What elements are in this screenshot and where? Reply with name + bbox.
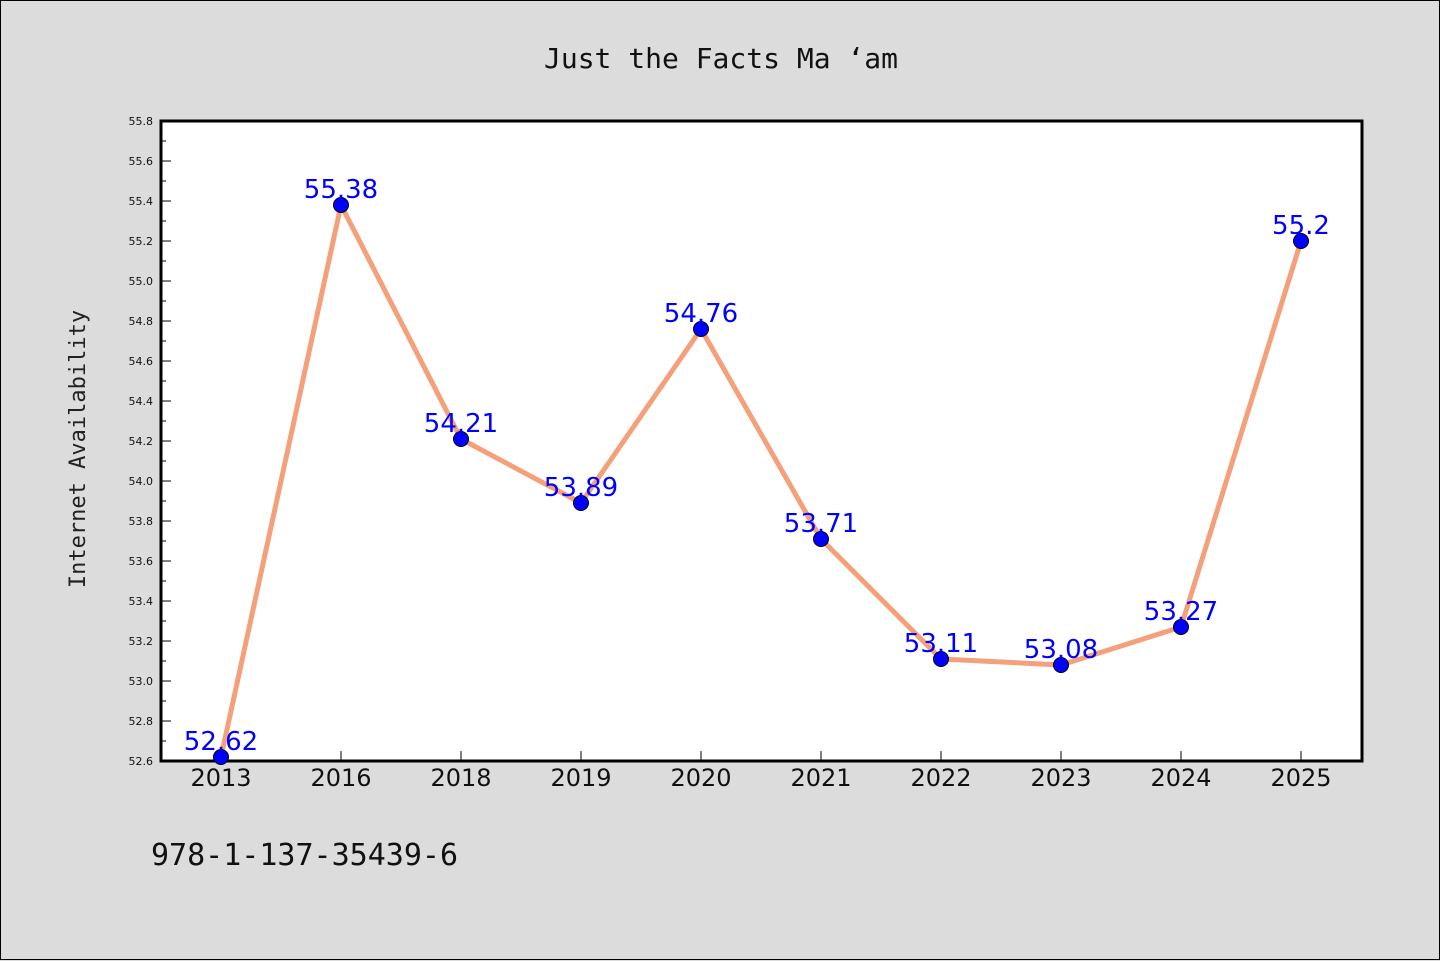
y-tick-label: 52.6	[129, 755, 154, 768]
y-tick-label: 54.2	[129, 435, 154, 448]
y-tick-label: 54.0	[129, 475, 154, 488]
y-tick-label: 54.4	[129, 395, 154, 408]
y-tick-label: 53.2	[129, 635, 154, 648]
x-tick-label: 2021	[790, 764, 851, 792]
data-label: 55.38	[304, 175, 378, 205]
data-point	[1293, 233, 1309, 249]
data-label: 54.76	[664, 299, 738, 329]
data-point	[693, 321, 709, 337]
data-label: 53.71	[784, 509, 858, 539]
data-label: 55.2	[1272, 211, 1330, 241]
chart-title: Just the Facts Ma ‘am	[544, 42, 898, 75]
x-tick-label: 2019	[550, 764, 611, 792]
x-tick-label: 2023	[1030, 764, 1091, 792]
y-tick-label: 55.2	[129, 235, 154, 248]
y-tick-label: 55.6	[129, 155, 154, 168]
y-tick-label: 52.8	[129, 715, 154, 728]
x-tick-label: 2022	[910, 764, 971, 792]
y-axis-label: Internet Availability	[66, 310, 91, 588]
x-tick-label: 2025	[1270, 764, 1331, 792]
data-point	[213, 749, 229, 765]
data-label: 53.11	[904, 629, 978, 659]
data-point	[333, 197, 349, 213]
y-tick-label: 53.6	[129, 555, 154, 568]
y-tick-label: 55.0	[129, 275, 154, 288]
data-label: 52.62	[184, 727, 258, 757]
y-tick-label: 53.4	[129, 595, 154, 608]
y-axis: 52.6 52.8 53.0 53.2 53.4 53.6 53.8 54.0 54.2 54.4…	[129, 115, 171, 768]
x-tick-label: 2016	[310, 764, 371, 792]
markers-group	[213, 197, 1309, 765]
data-point	[573, 495, 589, 511]
y-tick-label: 55.4	[129, 195, 154, 208]
data-point	[813, 531, 829, 547]
data-label: 53.89	[544, 473, 618, 503]
y-tick-label: 53.0	[129, 675, 154, 688]
data-labels-group: 52.62 55.38 54.21 53.89 54.76 53.71 53.11 53.08…	[184, 175, 1330, 757]
data-label: 54.21	[424, 409, 498, 439]
y-tick-label: 54.6	[129, 355, 154, 368]
y-tick-label: 55.8	[129, 115, 154, 128]
data-label: 53.27	[1144, 597, 1218, 627]
data-point	[933, 651, 949, 667]
x-tick-label: 2018	[430, 764, 491, 792]
data-point	[453, 431, 469, 447]
x-axis: 2013 2016 2018 2019 2020 2021 2022 2023 2024 2025	[190, 751, 1332, 792]
isbn-text: 978-1-137-35439-6	[151, 838, 458, 873]
series-line	[218, 202, 1304, 760]
y-tick-label: 54.8	[129, 315, 154, 328]
data-label: 53.08	[1024, 635, 1098, 665]
x-tick-label: 2020	[670, 764, 731, 792]
series-line-group	[218, 202, 1304, 760]
data-point	[1053, 657, 1069, 673]
plot-area	[159, 119, 1364, 763]
x-tick-label: 2024	[1150, 764, 1211, 792]
y-tick-label: 53.8	[129, 515, 154, 528]
x-tick-label: 2013	[190, 764, 251, 792]
data-point	[1173, 619, 1189, 635]
